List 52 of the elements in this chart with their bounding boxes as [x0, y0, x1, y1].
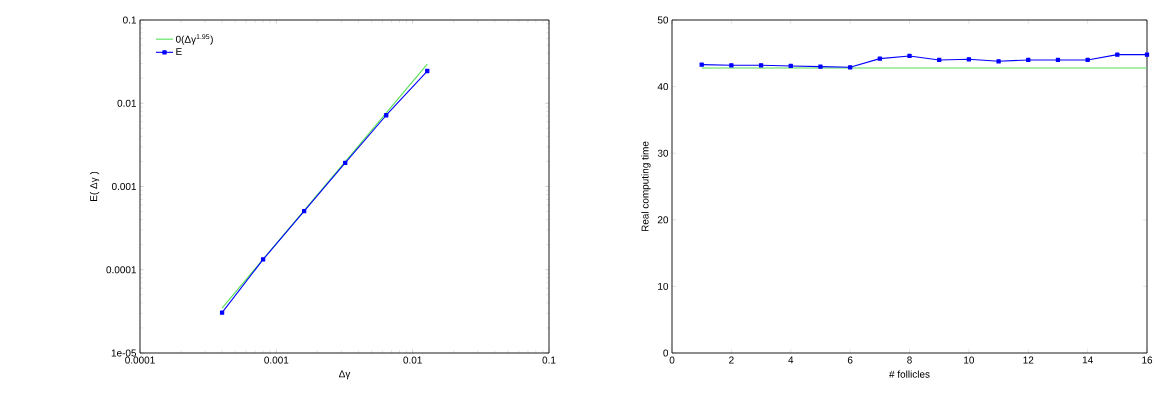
- point: [699, 62, 704, 67]
- point: [1055, 57, 1061, 63]
- x-tick-label: 0.0001: [125, 356, 155, 364]
- point: [758, 63, 764, 68]
- x-tick-label: 8: [907, 356, 912, 364]
- point: [818, 64, 823, 69]
- x-tick-label: 0: [669, 356, 675, 364]
- y-tick-label: 40: [657, 83, 669, 91]
- y-tick-label: 0.0001: [106, 266, 136, 274]
- point: [384, 113, 389, 118]
- legend-label: 0(Δγ$^{1.95}$): [175, 34, 213, 45]
- x-tick-label: 2: [729, 356, 734, 364]
- point: [907, 53, 912, 59]
- point: [425, 68, 430, 74]
- point: [1085, 57, 1090, 63]
- point: [1026, 57, 1031, 63]
- x-tick-label: 14: [1082, 356, 1093, 364]
- x-tick-label: 4: [788, 356, 794, 364]
- y-tick-label: 50: [657, 16, 669, 24]
- point: [788, 63, 793, 69]
- point: [302, 209, 307, 214]
- y-tick-label: 30: [657, 149, 669, 157]
- x-tick-label: 10: [964, 356, 975, 364]
- point: [1144, 52, 1150, 57]
- y-axis-title: E( Δγ ): [89, 171, 100, 201]
- point: [260, 257, 266, 262]
- y-tick-label: 10: [658, 282, 669, 290]
- x-tick-label: 6: [847, 356, 853, 364]
- point: [219, 310, 225, 315]
- y-axis-title: Real computing time: [641, 141, 651, 232]
- point: [1115, 52, 1120, 57]
- x-tick-label: 0.001: [264, 356, 289, 364]
- y-tick-label: 20: [657, 216, 669, 224]
- y-tick-label: 0.01: [117, 99, 136, 107]
- y-tick-label: 0.001: [111, 182, 136, 191]
- y-tick-label: 1e-05: [111, 349, 137, 357]
- point: [966, 57, 972, 62]
- y-tick-label: 0: [663, 349, 669, 357]
- legend-label: E: [176, 48, 182, 55]
- x-tick-label: 16: [1142, 356, 1153, 364]
- x-axis-title: Δγ: [338, 370, 351, 380]
- point: [877, 56, 882, 61]
- point: [937, 57, 942, 63]
- x-axis-title: # follicles: [889, 370, 930, 378]
- point: [343, 160, 348, 166]
- point: [996, 59, 1001, 64]
- x-tick-label: 12: [1023, 356, 1034, 364]
- point: [729, 63, 734, 68]
- x-tick-label: 0.1: [542, 356, 556, 364]
- y-tick-label: 0.1: [123, 16, 136, 24]
- point: [847, 65, 853, 70]
- x-tick-label: 0.01: [403, 356, 422, 364]
